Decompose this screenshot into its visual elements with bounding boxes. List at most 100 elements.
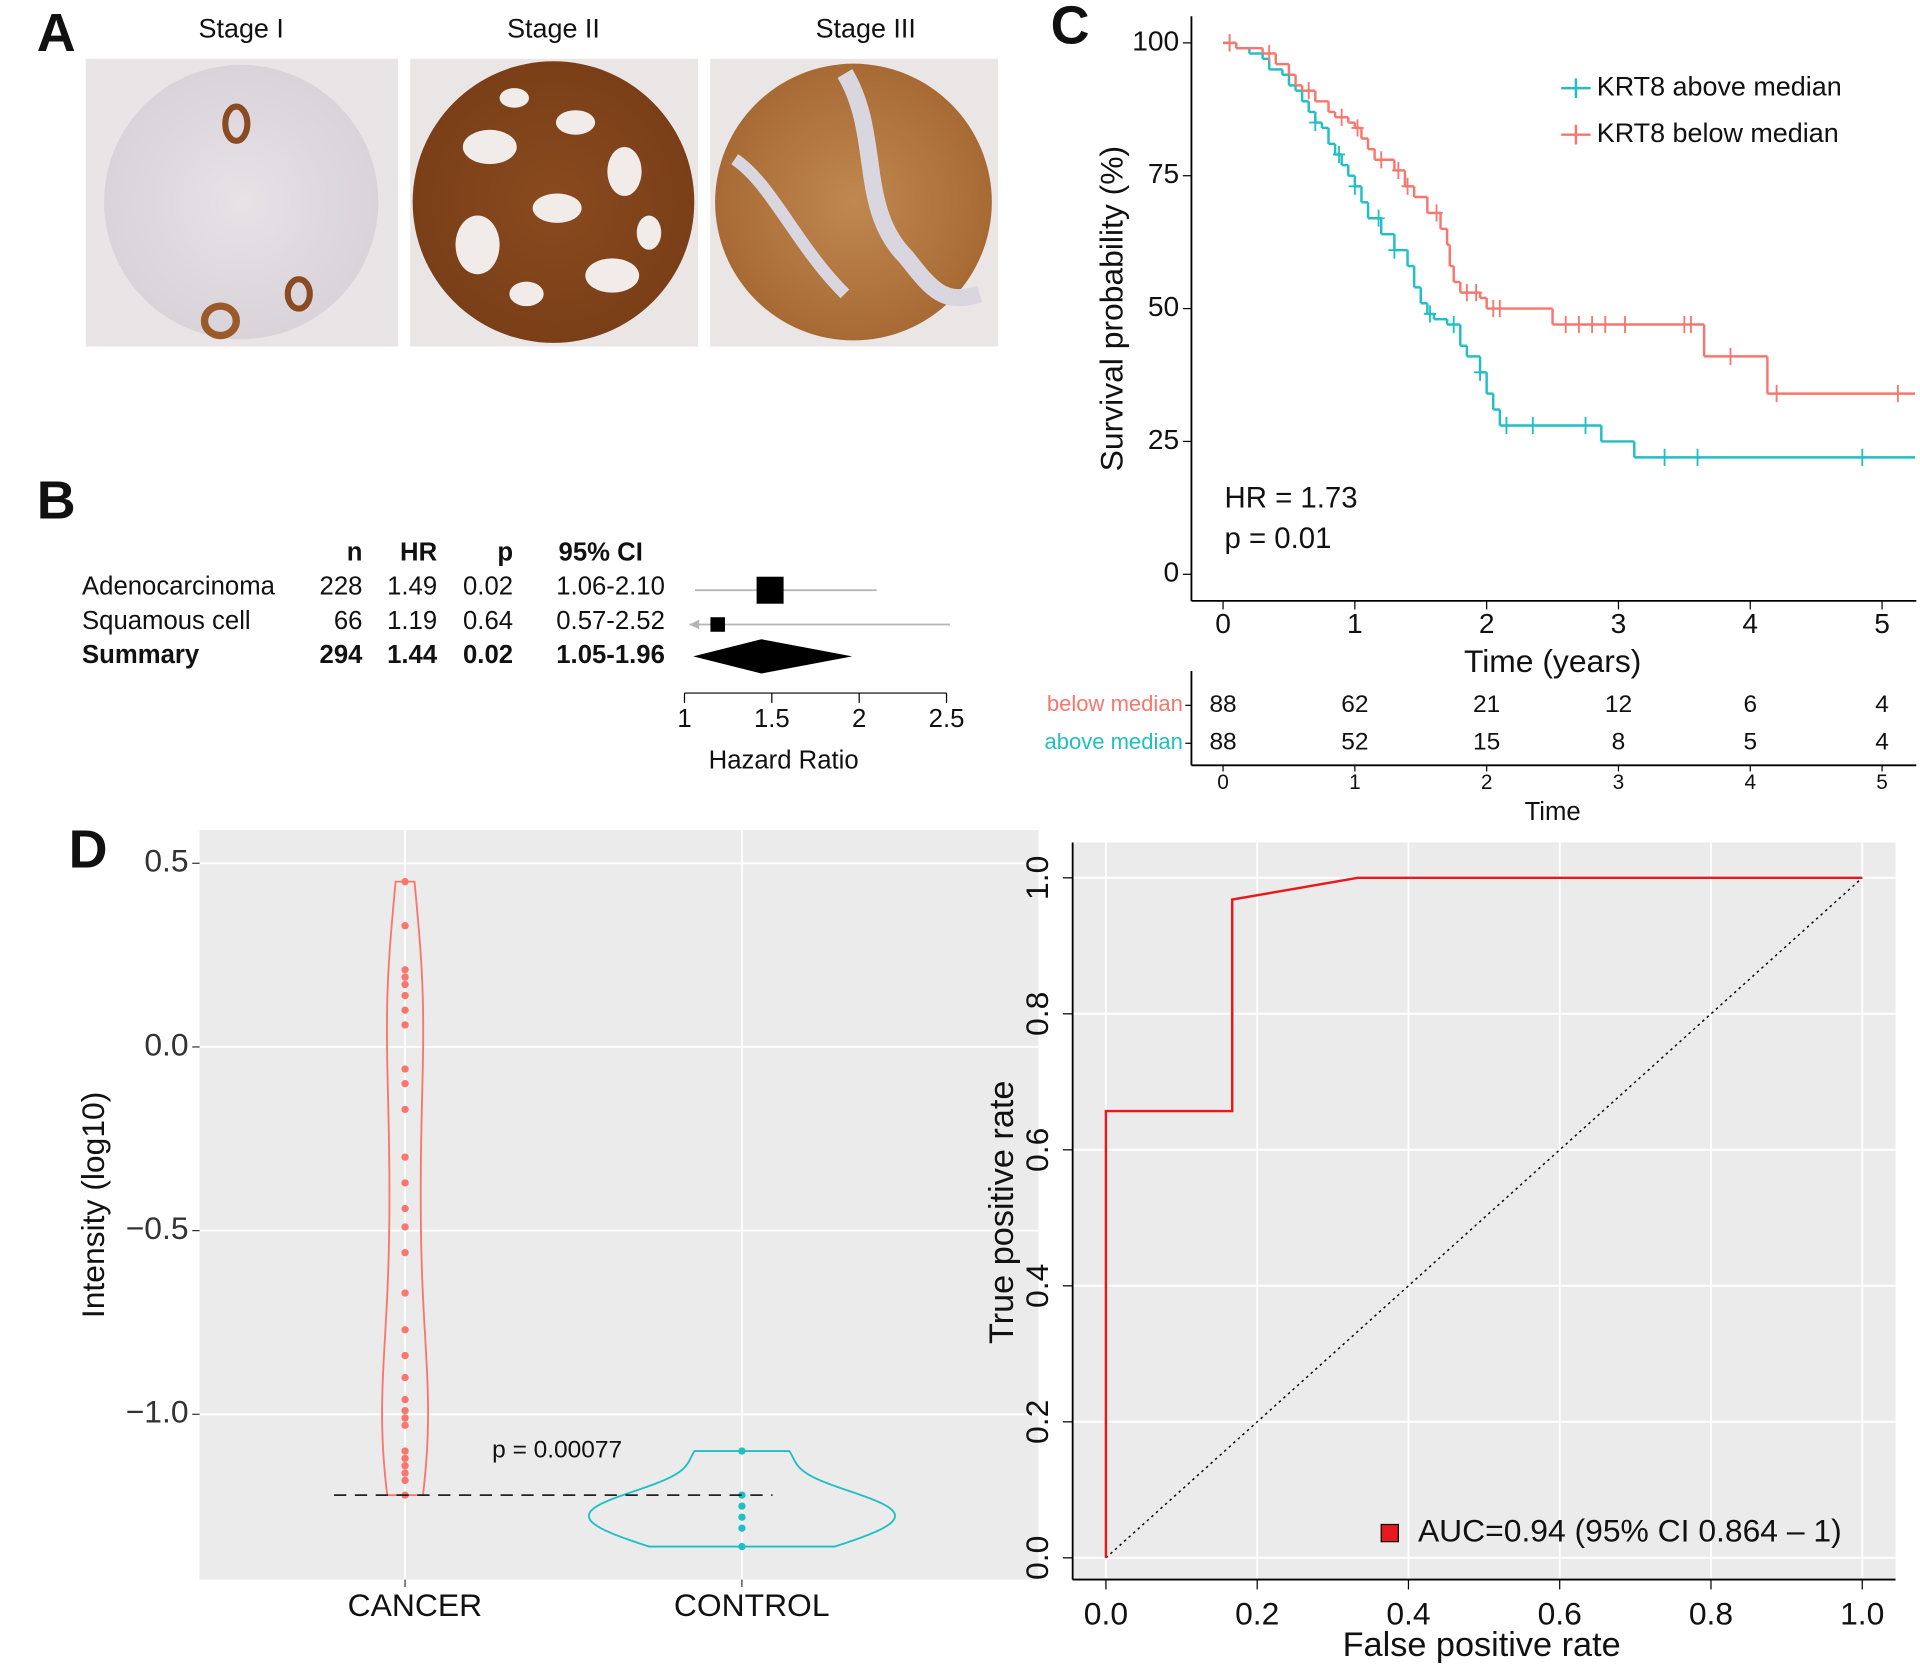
y-tick-label: 0.0 — [1019, 1536, 1055, 1580]
censor-mark — [1684, 315, 1698, 334]
y-tick-label: 100 — [1132, 25, 1179, 56]
table-x-tick-label: 2 — [1481, 771, 1493, 794]
y-axis-label: Intensity (log10) — [75, 1092, 111, 1318]
violin — [587, 1450, 896, 1548]
censor-mark — [1348, 177, 1361, 195]
hr-box — [756, 576, 784, 604]
stain — [222, 103, 251, 144]
data-point — [401, 1105, 409, 1114]
table-cell: 5 — [1743, 729, 1757, 756]
data-point — [738, 1524, 746, 1532]
data-point — [401, 1289, 409, 1297]
table-x-tick-label: 1 — [1349, 771, 1361, 794]
panel-label: B — [37, 471, 76, 531]
censor-mark — [1401, 177, 1414, 195]
image-label: Stage I — [199, 14, 284, 44]
censor-mark — [1526, 416, 1539, 435]
y-axis-label: True positive rate — [983, 1081, 1021, 1344]
data-point — [401, 1351, 409, 1360]
cell: 0.02 — [463, 641, 513, 669]
censor-mark — [1430, 204, 1443, 222]
data-point — [401, 1414, 409, 1422]
x-tick-label: 1.0 — [1840, 1596, 1884, 1632]
censor-mark — [1585, 315, 1599, 334]
data-point — [401, 1447, 409, 1455]
data-point — [401, 980, 409, 989]
censor-mark — [1891, 385, 1904, 403]
x-tick-label: 1.5 — [754, 705, 790, 733]
y-tick-label: 0.4 — [1019, 1264, 1055, 1308]
censor-mark — [1332, 145, 1346, 164]
y-tick-label: 25 — [1148, 424, 1179, 455]
y-tick-label: 50 — [1148, 291, 1179, 322]
cell: 1.06-2.10 — [556, 573, 665, 601]
data-point — [401, 1021, 409, 1029]
censor-mark — [1423, 305, 1437, 323]
table-row-name: above median — [1044, 729, 1182, 754]
cell: 294 — [320, 641, 364, 669]
x-tick-label: 0 — [1215, 608, 1231, 639]
ci-arrow — [689, 619, 700, 630]
data-point — [401, 1179, 409, 1187]
panel-a-images — [85, 58, 998, 347]
data-point — [401, 1065, 409, 1073]
violin — [381, 880, 429, 1497]
data-point — [401, 1080, 409, 1088]
column-header: p — [497, 538, 513, 566]
x-tick-label: 1 — [677, 705, 691, 733]
annotation: HR = 1.73 — [1224, 481, 1357, 514]
annotation: p = 0.01 — [1224, 522, 1331, 555]
cell: 1.44 — [387, 641, 438, 669]
censor-mark — [1559, 315, 1572, 334]
column-header: 95% CI — [559, 538, 643, 566]
x-tick-label: 5 — [1874, 608, 1890, 639]
x-tick-label: 0.4 — [1386, 1596, 1430, 1632]
legend-label: AUC=0.94 (95% CI 0.864 – 1) — [1418, 1512, 1842, 1548]
data-point — [401, 991, 409, 1000]
y-tick-label: 0 — [1164, 557, 1180, 588]
cell: 0.64 — [463, 607, 513, 635]
censor-mark — [1618, 315, 1632, 334]
data-point — [738, 1447, 746, 1455]
cell: 0.57-2.52 — [556, 607, 665, 635]
legend-key — [1380, 1523, 1399, 1543]
censor-mark — [1599, 315, 1612, 334]
x-tick-label: 0.6 — [1538, 1596, 1582, 1632]
panel-label: D — [69, 820, 108, 880]
x-tick-label: 0.0 — [1084, 1596, 1128, 1632]
cell: 1.05-1.96 — [556, 641, 665, 669]
censor-mark — [1223, 34, 1236, 52]
y-tick-label: 0.0 — [144, 1026, 188, 1062]
chance-line — [1105, 877, 1863, 1559]
censor-mark — [1372, 209, 1385, 227]
table-cell: 88 — [1209, 729, 1236, 756]
x-tick-label: 2.5 — [929, 705, 965, 733]
table-cell: 52 — [1341, 729, 1368, 756]
stain — [284, 276, 313, 312]
stroma — [731, 154, 850, 299]
data-point — [738, 1513, 746, 1521]
cell: 66 — [334, 607, 363, 635]
y-tick-label: 75 — [1148, 158, 1179, 189]
stain — [200, 302, 240, 340]
stroma — [837, 69, 983, 307]
annotation: p = 0.00077 — [492, 1436, 622, 1463]
row-name: Adenocarcinoma — [82, 573, 276, 601]
table-cell: 4 — [1875, 691, 1889, 718]
table-x-tick-label: 3 — [1613, 771, 1625, 794]
plot-panel — [1072, 842, 1896, 1580]
legend-label: KRT8 above median — [1597, 71, 1842, 101]
legend-key — [1561, 124, 1591, 145]
censor-mark — [1309, 114, 1322, 132]
table-cell: 6 — [1743, 691, 1757, 718]
data-point — [401, 1248, 409, 1257]
x-tick-label: 3 — [1611, 608, 1627, 639]
data-point — [401, 1373, 409, 1382]
row-name: Squamous cell — [82, 607, 251, 635]
censor-mark — [1691, 448, 1704, 466]
y-tick-label: 0.2 — [1019, 1400, 1055, 1444]
table-cell: 21 — [1473, 691, 1500, 718]
column-header: n — [347, 538, 363, 566]
x-tick-label: 2 — [852, 705, 866, 733]
